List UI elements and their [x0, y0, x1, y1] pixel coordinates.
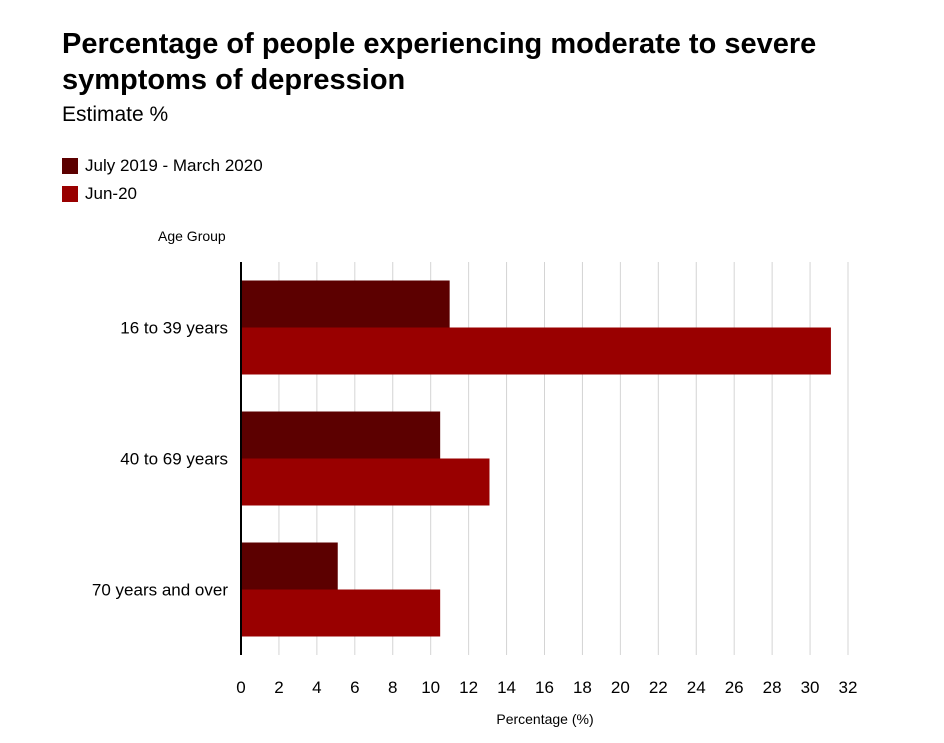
x-tick-label: 4	[312, 678, 321, 697]
legend-swatch-series-2	[62, 186, 78, 202]
bar-pre-1	[241, 280, 450, 328]
category-labels: 16 to 39 years 40 to 69 years 70 years and…	[92, 319, 228, 600]
category-label: 16 to 39 years	[120, 319, 228, 338]
chart-legend: July 2019 - March 2020 Jun-20	[62, 152, 263, 208]
x-tick-label: 30	[801, 678, 820, 697]
x-tick-label: 16	[535, 678, 554, 697]
legend-swatch-series-1	[62, 158, 78, 174]
bar-jun20-1	[241, 327, 831, 375]
bar-jun20-3	[241, 589, 441, 637]
category-label: 40 to 69 years	[120, 450, 228, 469]
bar-pre-3	[241, 542, 338, 590]
legend-label-series-2: Jun-20	[85, 184, 137, 203]
chart-subtitle: Estimate %	[62, 103, 169, 126]
x-tick-label: 32	[839, 678, 858, 697]
bar-pre-2	[241, 411, 441, 459]
x-tick-label: 24	[687, 678, 706, 697]
x-tick-labels: 0 2 4 6 8 10 12 14 16 18 20 22 24 26 28 30 32	[236, 678, 857, 697]
x-tick-label: 2	[274, 678, 283, 697]
legend-item-series-2: Jun-20	[62, 180, 263, 208]
bar-jun20-2	[241, 458, 490, 506]
x-axis-title: Percentage (%)	[496, 711, 593, 727]
x-tick-label: 6	[350, 678, 359, 697]
chart-title: Percentage of people experiencing modera…	[62, 28, 817, 96]
x-tick-label: 12	[459, 678, 478, 697]
x-tick-label: 20	[611, 678, 630, 697]
x-tick-label: 18	[573, 678, 592, 697]
y-axis-title: Age Group	[158, 228, 226, 244]
x-tick-label: 22	[649, 678, 668, 697]
x-tick-label: 0	[236, 678, 245, 697]
x-tick-label: 8	[388, 678, 397, 697]
bars	[241, 280, 831, 637]
x-tick-label: 26	[725, 678, 744, 697]
x-tick-label: 10	[421, 678, 440, 697]
x-tick-label: 14	[497, 678, 516, 697]
category-label: 70 years and over	[92, 581, 228, 600]
legend-item-series-1: July 2019 - March 2020	[62, 152, 263, 180]
legend-label-series-1: July 2019 - March 2020	[85, 156, 263, 175]
x-tick-label: 28	[763, 678, 782, 697]
